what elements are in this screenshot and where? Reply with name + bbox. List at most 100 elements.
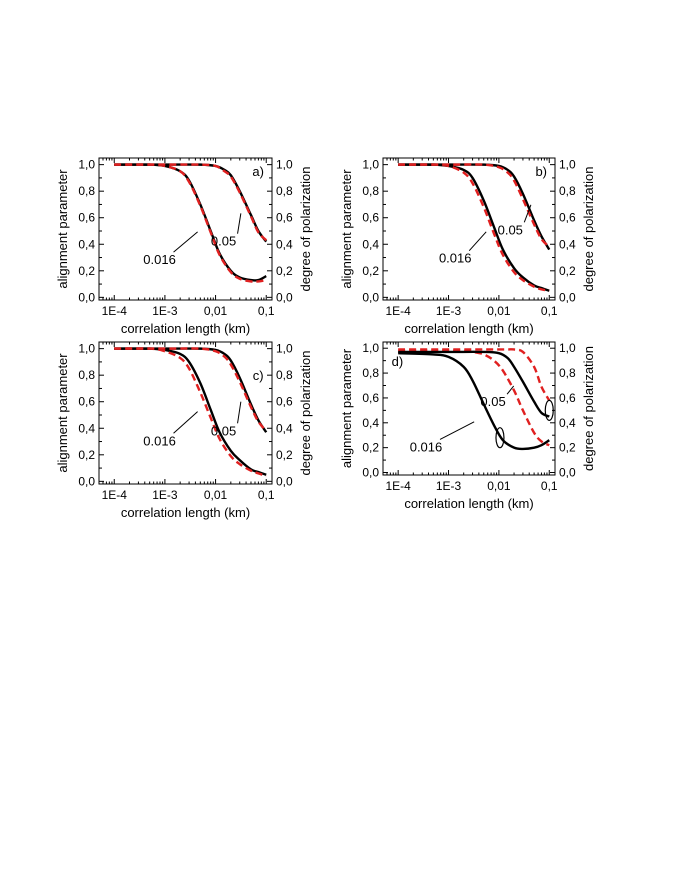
annotation-label: 0.016 <box>439 251 472 266</box>
y2-axis-label: degree of polarization <box>298 350 313 475</box>
x-tick-label: 0,1 <box>541 304 558 318</box>
ellipse-marker <box>544 399 554 421</box>
y-tick-label: 0,0 <box>78 290 95 304</box>
y2-tick-label: 0,6 <box>559 391 576 405</box>
x-axis-label: correlation length (km) <box>121 505 250 520</box>
y2-tick-label: 0,2 <box>559 264 576 278</box>
y-tick-label: 0,8 <box>78 184 95 198</box>
series-line-0.016-polarization <box>114 163 267 283</box>
y-tick-label: 1,0 <box>78 342 95 356</box>
y2-tick-label: 0,2 <box>276 448 293 462</box>
y-tick-label: 0,2 <box>362 441 379 455</box>
y2-tick-label: 0,0 <box>559 466 576 480</box>
series-line-0.016-polarization <box>398 349 550 447</box>
x-axis-label: correlation length (km) <box>121 321 250 336</box>
annotation-leader <box>506 385 515 395</box>
y-tick-label: 0,4 <box>78 237 95 251</box>
y2-tick-label: 0,2 <box>559 441 576 455</box>
ellipse-marker <box>495 427 505 449</box>
series-line-0.05-polarization <box>398 348 551 402</box>
y-tick-label: 0,6 <box>362 391 379 405</box>
y-tick-label: 1,0 <box>362 158 379 172</box>
y-tick-label: 0,2 <box>78 448 95 462</box>
annotation-leader <box>173 231 198 253</box>
x-tick-label: 0,1 <box>258 488 275 502</box>
y2-tick-label: 1,0 <box>559 158 576 172</box>
y-tick-label: 1,0 <box>78 158 95 172</box>
chart-panel-3: 1E-4 1E-3 0,01 0,10,0 0,00,2 0,20,4 0,40,6 0,60… <box>55 341 313 520</box>
y2-tick-label: 0,4 <box>559 237 576 251</box>
y2-tick-label: 0,8 <box>559 366 576 380</box>
plot-frame <box>382 157 556 301</box>
y-tick-label: 0,6 <box>78 395 95 409</box>
chart-panel-2: 1E-4 1E-3 0,01 0,10,0 0,00,2 0,20,4 0,40,6 0,60… <box>339 157 596 336</box>
y2-tick-label: 0,8 <box>276 184 293 198</box>
annotation-label: 0.05 <box>480 394 505 409</box>
series-line-0.05-polarization <box>114 347 268 432</box>
x-tick-label: 0,01 <box>204 304 228 318</box>
x-tick-label: 1E-3 <box>152 488 178 502</box>
series-line-0.05-alignment <box>398 163 551 251</box>
y-tick-label: 0,4 <box>78 421 95 435</box>
x-tick-label: 1E-3 <box>436 479 462 493</box>
annotation-label: 0.016 <box>410 439 443 454</box>
y2-tick-label: 0,6 <box>276 395 293 409</box>
series-line-0.05-polarization <box>114 163 268 242</box>
x-tick-label: 1E-4 <box>385 479 411 493</box>
y2-tick-label: 0,0 <box>559 290 576 304</box>
y-tick-label: 0,8 <box>362 366 379 380</box>
y2-tick-label: 0,6 <box>276 211 293 225</box>
annotation-leader <box>237 401 242 424</box>
annotation-label: 0.05 <box>211 423 236 438</box>
chart-panel-1: 1E-4 1E-3 0,01 0,10,0 0,00,2 0,20,4 0,40,6 0,60… <box>55 157 313 336</box>
annotation-leader <box>173 411 198 434</box>
y2-tick-label: 0,0 <box>276 290 293 304</box>
y2-tick-label: 0,4 <box>276 237 293 251</box>
panel-label: b) <box>535 164 547 179</box>
annotation-leader <box>523 204 532 223</box>
annotation-leader <box>468 231 487 252</box>
chart-panel-4: 1E-4 1E-3 0,01 0,10,0 0,00,2 0,20,4 0,40,6 0,60… <box>339 341 596 511</box>
x-tick-label: 1E-4 <box>385 304 411 318</box>
y-tick-label: 0,2 <box>362 264 379 278</box>
series-line-0.05-alignment <box>114 163 268 243</box>
y-tick-label: 0,8 <box>78 368 95 382</box>
y-tick-label: 0,0 <box>78 474 95 488</box>
series-line-0.016-polarization <box>398 163 550 292</box>
plot-frame <box>98 157 273 301</box>
y-tick-label: 0,4 <box>362 416 379 430</box>
y-tick-label: 0,8 <box>362 184 379 198</box>
x-tick-label: 1E-3 <box>436 304 462 318</box>
y2-tick-label: 1,0 <box>276 342 293 356</box>
y2-tick-label: 0,4 <box>559 416 576 430</box>
annotation-leader <box>439 421 475 440</box>
y-tick-label: 0,4 <box>362 237 379 251</box>
series-line-0.016-alignment <box>398 351 550 451</box>
series-line-0.016-alignment <box>114 347 267 476</box>
x-axis-label: correlation length (km) <box>404 496 533 511</box>
y2-axis-label: degree of polarization <box>581 166 596 291</box>
y2-tick-label: 0,8 <box>559 184 576 198</box>
x-tick-label: 1E-3 <box>152 304 178 318</box>
y-tick-label: 0,2 <box>78 264 95 278</box>
series-line-0.05-alignment <box>398 350 550 418</box>
y2-tick-label: 0,0 <box>276 474 293 488</box>
y2-axis-label: degree of polarization <box>298 166 313 291</box>
y-axis-label: alignment parameter <box>55 353 70 473</box>
annotation-leader <box>237 213 242 234</box>
x-axis-label: correlation length (km) <box>404 321 533 336</box>
y2-tick-label: 1,0 <box>276 158 293 172</box>
x-tick-label: 1E-4 <box>102 304 128 318</box>
y-tick-label: 0,0 <box>362 290 379 304</box>
y2-tick-label: 1,0 <box>559 341 576 355</box>
plot-frame <box>382 341 556 476</box>
y-tick-label: 1,0 <box>362 341 379 355</box>
annotation-label: 0.016 <box>143 252 176 267</box>
panel-label: c) <box>253 368 264 383</box>
x-tick-label: 0,01 <box>487 479 511 493</box>
y2-tick-label: 0,4 <box>276 421 293 435</box>
plot-frame <box>98 341 273 485</box>
y-axis-label: alignment parameter <box>339 348 354 468</box>
panel-label: a) <box>252 164 264 179</box>
